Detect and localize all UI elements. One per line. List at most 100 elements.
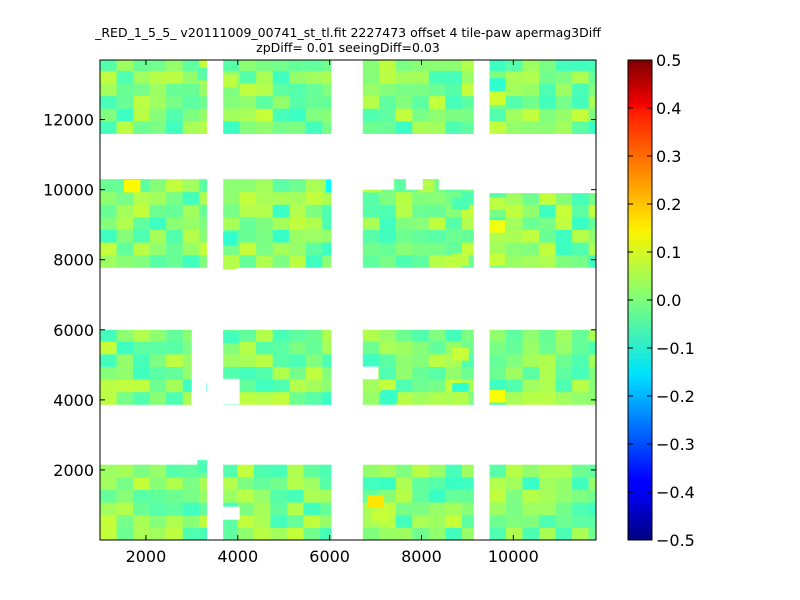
- heatmap-cell: [237, 476, 255, 490]
- heatmap-cell: [256, 191, 274, 205]
- heatmap-cell: [489, 229, 507, 243]
- plot-frame: [99, 59, 597, 541]
- heatmap-cell: [319, 476, 332, 490]
- heatmap-cell: [199, 254, 208, 268]
- heatmap-cell: [272, 242, 290, 256]
- heatmap-cell: [461, 60, 475, 71]
- heatmap-cell: [256, 353, 274, 367]
- heatmap-cell: [362, 341, 380, 355]
- heatmap-cell: [505, 527, 523, 540]
- heatmap-cell: [166, 391, 184, 405]
- heatmap-cell: [223, 60, 241, 71]
- heatmap-cell: [305, 229, 323, 243]
- heatmap-cell: [572, 366, 590, 380]
- heatmap-cell: [133, 341, 150, 355]
- heatmap-cell: [322, 379, 332, 393]
- heatmap-cell: [199, 179, 208, 193]
- heatmap-cell: [362, 216, 380, 230]
- heatmap-cell: [362, 204, 380, 218]
- heatmap-cell: [461, 70, 475, 84]
- heatmap-cell: [555, 60, 573, 71]
- heatmap-cell: [555, 391, 573, 405]
- heatmap-cell: [223, 527, 238, 540]
- heatmap-cell: [182, 254, 200, 268]
- heatmap-cell: [428, 464, 446, 478]
- heatmap-cell: [223, 120, 241, 134]
- heatmap-cell: [100, 83, 117, 97]
- heatmap-cell: [588, 489, 596, 503]
- heatmap-cell: [539, 108, 556, 122]
- heatmap-highlight-cell: [488, 197, 506, 210]
- heatmap-cell: [412, 464, 430, 478]
- heatmap-cell: [395, 514, 413, 528]
- heatmap-cell: [522, 391, 540, 405]
- heatmap-cell: [100, 502, 117, 516]
- heatmap-cell: [362, 120, 380, 134]
- heatmap-cell: [412, 353, 430, 367]
- heatmap-cell: [489, 527, 507, 540]
- heatmap-cell: [379, 204, 397, 218]
- heatmap-cell: [272, 329, 290, 342]
- heatmap-cell: [555, 489, 573, 503]
- heatmap-cell: [379, 95, 397, 109]
- heatmap-cell: [539, 204, 556, 218]
- heatmap-cell: [253, 502, 271, 516]
- heatmap-cell: [166, 329, 184, 342]
- heatmap-cell: [489, 514, 507, 528]
- heatmap-cell: [182, 464, 200, 478]
- heatmap-cell: [572, 514, 590, 528]
- heatmap-cell: [555, 204, 573, 218]
- heatmap-cell: [461, 120, 475, 134]
- heatmap-cell: [100, 379, 117, 393]
- heatmap-cell: [428, 527, 446, 540]
- heatmap-cell: [223, 179, 241, 193]
- chart-title: _RED_1_5_5_ v20111009_00741_st_tl.fit 22…: [94, 25, 601, 55]
- heatmap-cell: [445, 366, 463, 380]
- heatmap-cell: [303, 527, 321, 540]
- heatmap-cell: [166, 464, 184, 478]
- heatmap-cell: [182, 514, 200, 528]
- heatmap-cell: [395, 191, 413, 205]
- heatmap-cell: [149, 366, 167, 380]
- heatmap-cell: [286, 514, 304, 528]
- heatmap-cell: [305, 341, 323, 355]
- heatmap-cell: [303, 502, 321, 516]
- heatmap-cell: [522, 379, 540, 393]
- heatmap-cell: [239, 329, 257, 342]
- heatmap-cell: [588, 242, 596, 256]
- heatmap-cell: [237, 502, 255, 516]
- heatmap-cell: [489, 502, 507, 516]
- x-tick-label: 6000: [309, 547, 350, 566]
- heatmap-cell: [461, 229, 475, 243]
- heatmap-cell: [166, 95, 184, 109]
- y-tick-label: 2000: [53, 461, 94, 480]
- heatmap-cell: [379, 83, 397, 97]
- heatmap-cell: [395, 95, 413, 109]
- y-tick-label: 12000: [43, 111, 94, 130]
- empty-region: [489, 179, 596, 194]
- heatmap-cell: [286, 527, 304, 540]
- heatmap-cell: [362, 353, 380, 367]
- heatmap-cell: [166, 60, 184, 71]
- heatmap-cell: [133, 191, 150, 205]
- heatmap-highlight-cell: [220, 256, 237, 270]
- heatmap-cell: [133, 489, 150, 503]
- heatmap-cell: [522, 489, 540, 503]
- empty-region: [405, 179, 423, 190]
- heatmap-cell: [256, 120, 274, 134]
- heatmap-cell: [149, 120, 167, 134]
- heatmap-cell: [199, 204, 208, 218]
- heatmap-cell: [379, 60, 397, 71]
- heatmap-cell: [116, 70, 134, 84]
- heatmap-cell: [555, 476, 573, 490]
- colorbar-tick-label: −0.4: [656, 483, 695, 502]
- heatmap-cell: [395, 489, 413, 503]
- heatmap-cell: [100, 191, 117, 205]
- heatmap-cell: [522, 108, 540, 122]
- heatmap-cell: [182, 204, 200, 218]
- heatmap-cell: [322, 366, 332, 380]
- heatmap-cell: [182, 341, 192, 355]
- heatmap-cell: [445, 476, 463, 490]
- heatmap-cell: [182, 527, 200, 540]
- heatmap-cell: [133, 366, 150, 380]
